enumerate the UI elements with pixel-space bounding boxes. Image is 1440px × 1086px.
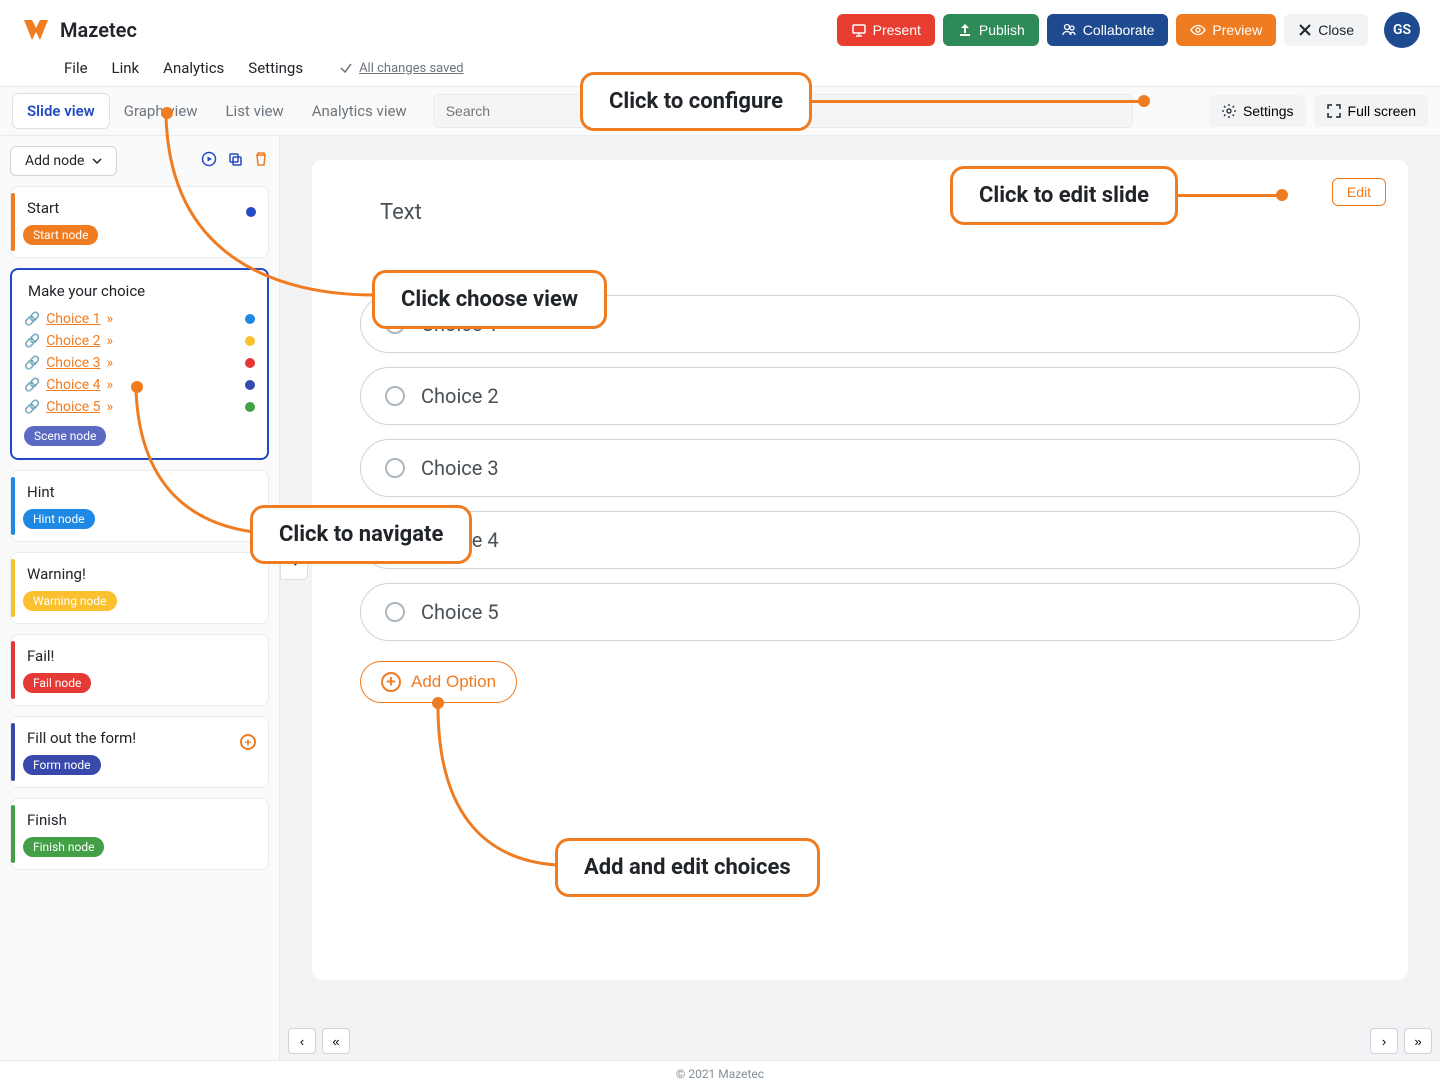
node-title: Start (23, 199, 59, 217)
preview-button[interactable]: Preview (1176, 14, 1276, 46)
menu-file[interactable]: File (64, 59, 88, 77)
link-icon: 🔗 (24, 378, 40, 393)
link-icon: 🔗 (24, 312, 40, 327)
brand-logo[interactable]: Mazetec (20, 14, 137, 46)
footer: © 2021 Mazetec (0, 1060, 1440, 1086)
connection-dot (245, 336, 255, 346)
top-bar: Mazetec Present Publish Collaborate Prev… (0, 0, 1440, 50)
menu-link[interactable]: Link (112, 59, 140, 77)
callout-choose-view: Click choose view (372, 270, 607, 329)
last-page-button[interactable]: » (1404, 1028, 1432, 1054)
callout-add-edit: Add and edit choices (555, 838, 820, 897)
choice-link[interactable]: 🔗Choice 3» (24, 352, 255, 374)
node-badge: Scene node (24, 426, 106, 446)
link-icon: 🔗 (24, 334, 40, 349)
present-button[interactable]: Present (837, 14, 935, 46)
option-row[interactable]: Choice 3 (360, 439, 1360, 497)
pager-left: ‹ « (288, 1028, 350, 1054)
brand-name: Mazetec (60, 18, 137, 42)
next-page-button[interactable]: › (1370, 1028, 1398, 1054)
add-node-dropdown[interactable]: Add node (10, 146, 117, 176)
radio-icon (385, 602, 405, 622)
node-title: Fail! (23, 647, 256, 665)
plus-icon: + (381, 672, 401, 692)
connection-dot (245, 314, 255, 324)
logo-icon (20, 14, 52, 46)
node-badge: Finish node (23, 837, 104, 857)
present-icon (851, 22, 867, 38)
node-card-form[interactable]: Fill out the form! + Form node (10, 716, 269, 788)
node-title: Fill out the form! (23, 729, 136, 747)
prev-page-button[interactable]: ‹ (288, 1028, 316, 1054)
chevron-down-icon (92, 156, 102, 166)
gear-icon (1221, 103, 1237, 119)
edit-slide-button[interactable]: Edit (1332, 178, 1386, 206)
menu-settings[interactable]: Settings (248, 59, 303, 77)
option-label: Choice 5 (421, 600, 499, 624)
close-button[interactable]: Close (1284, 14, 1368, 46)
node-badge: Form node (23, 755, 101, 775)
link-icon: 🔗 (24, 356, 40, 371)
slide-text-block: Text (380, 200, 1360, 225)
form-indicator-icon: + (240, 734, 256, 750)
save-status: All changes saved (339, 61, 464, 76)
radio-icon (385, 458, 405, 478)
option-label: Choice 2 (421, 384, 499, 408)
node-card-finish[interactable]: Finish Finish node (10, 798, 269, 870)
user-avatar[interactable]: GS (1384, 12, 1420, 48)
option-row[interactable]: Choice 4 (360, 511, 1360, 569)
callout-edit-slide: Click to edit slide (950, 166, 1178, 225)
node-badge: Start node (23, 225, 98, 245)
settings-button[interactable]: Settings (1209, 95, 1306, 127)
people-icon (1061, 22, 1077, 38)
check-icon (339, 61, 353, 75)
fullscreen-button[interactable]: Full screen (1314, 95, 1428, 127)
node-badge: Hint node (23, 509, 95, 529)
fullscreen-icon (1326, 103, 1342, 119)
upload-icon (957, 22, 973, 38)
choice-link[interactable]: 🔗Choice 2» (24, 330, 255, 352)
node-badge: Fail node (23, 673, 91, 693)
node-title: Finish (23, 811, 256, 829)
radio-icon (385, 386, 405, 406)
collaborate-button[interactable]: Collaborate (1047, 14, 1169, 46)
option-row[interactable]: Choice 5 (360, 583, 1360, 641)
link-icon: 🔗 (24, 400, 40, 415)
option-row[interactable]: Choice 2 (360, 367, 1360, 425)
publish-button[interactable]: Publish (943, 14, 1039, 46)
node-title: Warning! (23, 565, 256, 583)
right-tools: Settings Full screen (1209, 95, 1428, 127)
node-card-warning[interactable]: Warning! Warning node (10, 552, 269, 624)
callout-configure: Click to configure (580, 72, 812, 131)
choice-link[interactable]: 🔗Choice 1» (24, 308, 255, 330)
eye-icon (1190, 22, 1206, 38)
top-actions: Present Publish Collaborate Preview Clos… (837, 12, 1420, 48)
node-card-fail[interactable]: Fail! Fail node (10, 634, 269, 706)
tab-slide-view[interactable]: Slide view (12, 93, 110, 129)
callout-navigate: Click to navigate (250, 505, 472, 564)
option-label: Choice 3 (421, 456, 499, 480)
options-list: Choice 1Choice 2Choice 3Choice 4Choice 5 (360, 295, 1360, 641)
connection-dot (245, 358, 255, 368)
node-badge: Warning node (23, 591, 117, 611)
close-icon (1298, 23, 1312, 37)
menu-analytics[interactable]: Analytics (163, 59, 224, 77)
first-page-button[interactable]: « (322, 1028, 350, 1054)
pager-right: › » (1370, 1028, 1432, 1054)
